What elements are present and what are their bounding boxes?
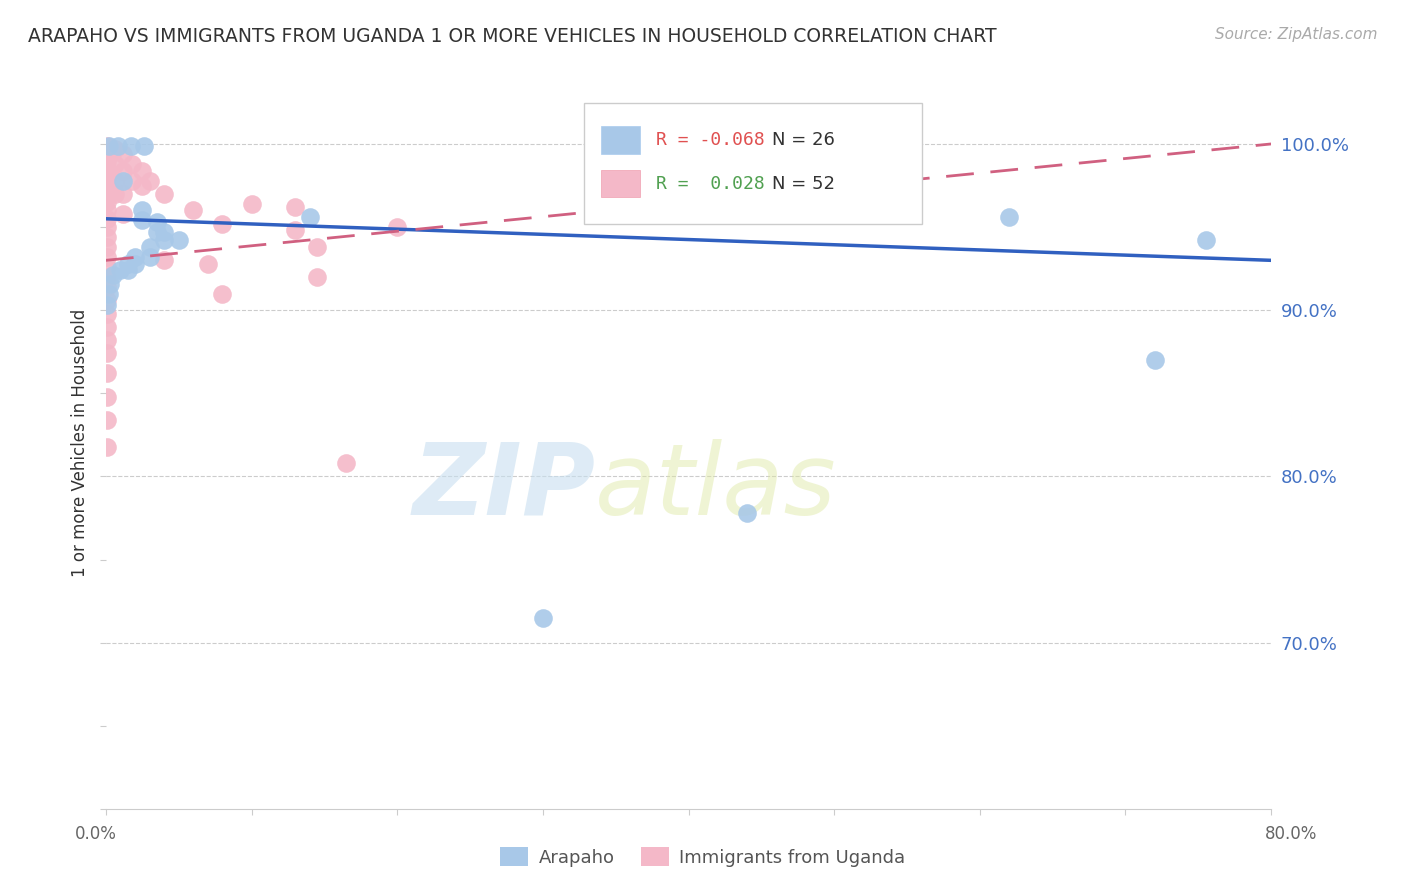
Point — [146, 215, 169, 229]
Point — [96, 440, 118, 454]
Text: 0.0%: 0.0% — [75, 825, 117, 843]
Point — [211, 286, 233, 301]
Point — [117, 257, 139, 271]
Point — [96, 161, 118, 176]
Point — [181, 203, 204, 218]
Point — [1143, 353, 1166, 368]
Point — [96, 195, 118, 210]
Point — [131, 203, 153, 218]
FancyBboxPatch shape — [583, 103, 921, 224]
Point — [107, 138, 129, 153]
Point — [96, 203, 118, 218]
Point — [104, 157, 127, 171]
Text: ZIP: ZIP — [412, 439, 595, 535]
Point — [146, 225, 169, 239]
Point — [112, 207, 135, 221]
Point — [153, 253, 176, 268]
Point — [96, 413, 118, 427]
Point — [96, 306, 118, 320]
Point — [121, 173, 143, 187]
Point — [112, 186, 135, 201]
Point — [335, 456, 357, 470]
Point — [112, 147, 135, 161]
Y-axis label: 1 or more Vehicles in Household: 1 or more Vehicles in Household — [72, 310, 89, 577]
Point — [284, 200, 307, 214]
Point — [153, 225, 176, 239]
Point — [96, 346, 118, 360]
Text: ARAPAHO VS IMMIGRANTS FROM UGANDA 1 OR MORE VEHICLES IN HOUSEHOLD CORRELATION CH: ARAPAHO VS IMMIGRANTS FROM UGANDA 1 OR M… — [28, 27, 997, 45]
Point — [104, 186, 127, 201]
Point — [120, 138, 142, 153]
Text: R =  0.028: R = 0.028 — [655, 175, 765, 193]
Text: Source: ZipAtlas.com: Source: ZipAtlas.com — [1215, 27, 1378, 42]
Point — [96, 319, 118, 334]
Point — [1194, 233, 1216, 247]
Point — [112, 173, 135, 187]
Point — [197, 257, 219, 271]
Point — [96, 220, 118, 235]
Point — [103, 268, 125, 283]
Bar — [602, 126, 640, 153]
Point — [110, 263, 132, 277]
Point — [96, 390, 118, 404]
Point — [153, 186, 176, 201]
Point — [96, 333, 118, 347]
Text: N = 52: N = 52 — [772, 175, 835, 193]
Point — [998, 210, 1021, 224]
Point — [307, 240, 329, 254]
Point — [97, 286, 120, 301]
Point — [131, 178, 153, 193]
Text: atlas: atlas — [595, 439, 837, 535]
Point — [121, 157, 143, 171]
Point — [132, 138, 155, 153]
Point — [211, 217, 233, 231]
Point — [96, 211, 118, 226]
Point — [112, 163, 135, 178]
Point — [96, 298, 118, 312]
Point — [96, 260, 118, 274]
Point — [98, 277, 121, 291]
Point — [124, 250, 146, 264]
Point — [96, 170, 118, 185]
Point — [138, 240, 160, 254]
Point — [104, 173, 127, 187]
Point — [735, 506, 758, 520]
Point — [240, 196, 263, 211]
Legend: Arapaho, Immigrants from Uganda: Arapaho, Immigrants from Uganda — [494, 840, 912, 874]
Point — [284, 223, 307, 237]
Point — [96, 147, 118, 161]
Point — [131, 213, 153, 227]
Point — [96, 186, 118, 201]
Point — [655, 138, 678, 153]
Point — [96, 269, 118, 284]
Point — [307, 269, 329, 284]
Point — [96, 230, 118, 244]
Point — [96, 138, 118, 153]
Point — [387, 220, 409, 235]
Point — [138, 173, 160, 187]
Point — [96, 250, 118, 264]
Bar — [602, 169, 640, 197]
Point — [167, 233, 190, 247]
Point — [138, 250, 160, 264]
Point — [531, 611, 554, 625]
Text: 80.0%: 80.0% — [1264, 825, 1317, 843]
Point — [97, 138, 120, 153]
Point — [96, 240, 118, 254]
Text: R = -0.068: R = -0.068 — [655, 130, 765, 149]
Point — [117, 263, 139, 277]
Point — [298, 210, 321, 224]
Point — [96, 280, 118, 294]
Point — [131, 163, 153, 178]
Point — [96, 293, 118, 308]
Point — [96, 153, 118, 168]
Point — [153, 233, 176, 247]
Point — [96, 178, 118, 193]
Text: N = 26: N = 26 — [772, 130, 835, 149]
Point — [96, 367, 118, 381]
Point — [104, 142, 127, 156]
Point — [124, 257, 146, 271]
